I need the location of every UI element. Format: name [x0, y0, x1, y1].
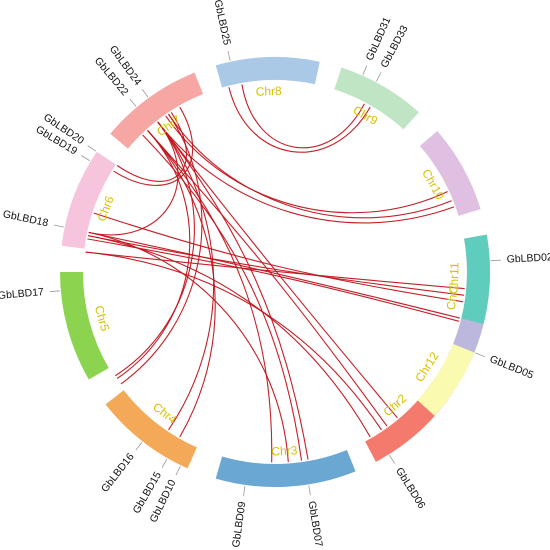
synteny-link	[93, 212, 464, 303]
gene-label-gblbd16: GbLBD16	[99, 451, 137, 495]
synteny-link	[88, 231, 460, 319]
gene-label-gblbd25: GbLBD25	[212, 0, 233, 46]
gene-label-gblbd02: GbLBD02	[506, 251, 550, 265]
synteny-link	[168, 113, 452, 219]
synteny-link	[88, 231, 289, 463]
synteny-link	[120, 113, 203, 385]
gene-tick-gblbd16	[135, 441, 143, 451]
gene-label-gblbd17: GbLBD17	[0, 286, 45, 302]
chromosome-label-chr8: Chr8	[255, 84, 282, 99]
gene-tick-gblbd06	[389, 454, 396, 464]
gene-label-gblbd07: GbLBD07	[306, 500, 325, 548]
gene-label-gblbd06: GbLBD06	[393, 465, 428, 511]
chromosome-label-chr6: Chr6	[95, 194, 117, 224]
synteny-link	[88, 121, 179, 236]
chromosome-chr4	[105, 390, 197, 469]
chromosome-chr12	[417, 343, 475, 416]
gene-label-gblbd09: GbLBD09	[230, 501, 248, 548]
gene-tick-gblbd17	[49, 290, 60, 293]
links-layer	[85, 84, 465, 463]
gene-tick-gblbd07	[308, 485, 311, 496]
synteny-link	[228, 87, 371, 153]
gene-tick-gblbd18	[53, 224, 64, 228]
synteny-link	[241, 84, 365, 149]
chromosome-chr8	[215, 56, 320, 88]
synteny-link	[116, 112, 187, 182]
chromosome-label-chr1: Chr1	[444, 283, 462, 311]
synteny-link	[85, 251, 382, 431]
gene-tick-gblbd19	[81, 155, 91, 162]
chromosome-chr3	[215, 450, 356, 487]
chromosome-chr10	[419, 130, 481, 216]
gene-tick-gblbd25	[227, 50, 231, 61]
gene-tick-gblbd05	[475, 352, 485, 358]
synteny-link	[116, 130, 191, 379]
chromosome-chr6	[61, 151, 116, 249]
chromosome-label-chr11: Chr11	[447, 262, 462, 295]
synteny-link	[87, 235, 465, 296]
synteny-link	[113, 106, 194, 186]
gene-label-gblbd05: GbLBD05	[488, 353, 535, 381]
synteny-link	[165, 115, 448, 214]
gene-tick-gblbd31	[362, 65, 368, 75]
chromosome-ring: Chr1Chr2Chr3Chr4Chr5Chr6Chr7Chr8Chr9Chr1…	[60, 56, 491, 487]
synteny-link	[115, 121, 195, 377]
gene-tick-gblbd33	[376, 72, 382, 82]
chromosome-label-chr5: Chr5	[92, 304, 112, 333]
gene-tick-gblbd20	[87, 145, 97, 152]
synteny-link	[85, 251, 465, 290]
gene-tick-gblbd24	[141, 88, 149, 98]
gene-tick-gblbd09	[243, 485, 246, 496]
synteny-link	[157, 121, 455, 224]
chromosome-chr7	[110, 72, 204, 149]
gene-tick-gblbd02	[490, 259, 501, 262]
gene-label-gblbd18: GbLBD18	[2, 208, 50, 229]
gene-tick-gblbd10	[175, 465, 181, 476]
gene-tick-gblbd22	[129, 98, 137, 107]
gene-tick-gblbd15	[161, 458, 168, 468]
synteny-link	[87, 238, 460, 322]
chromosome-label-chr3: Chr3	[271, 443, 298, 458]
chromosome-chr11	[461, 234, 491, 325]
chromosome-chr5	[60, 272, 109, 380]
chromosome-chr9	[334, 67, 419, 130]
synteny-link	[157, 121, 215, 431]
synteny-link	[147, 130, 273, 463]
